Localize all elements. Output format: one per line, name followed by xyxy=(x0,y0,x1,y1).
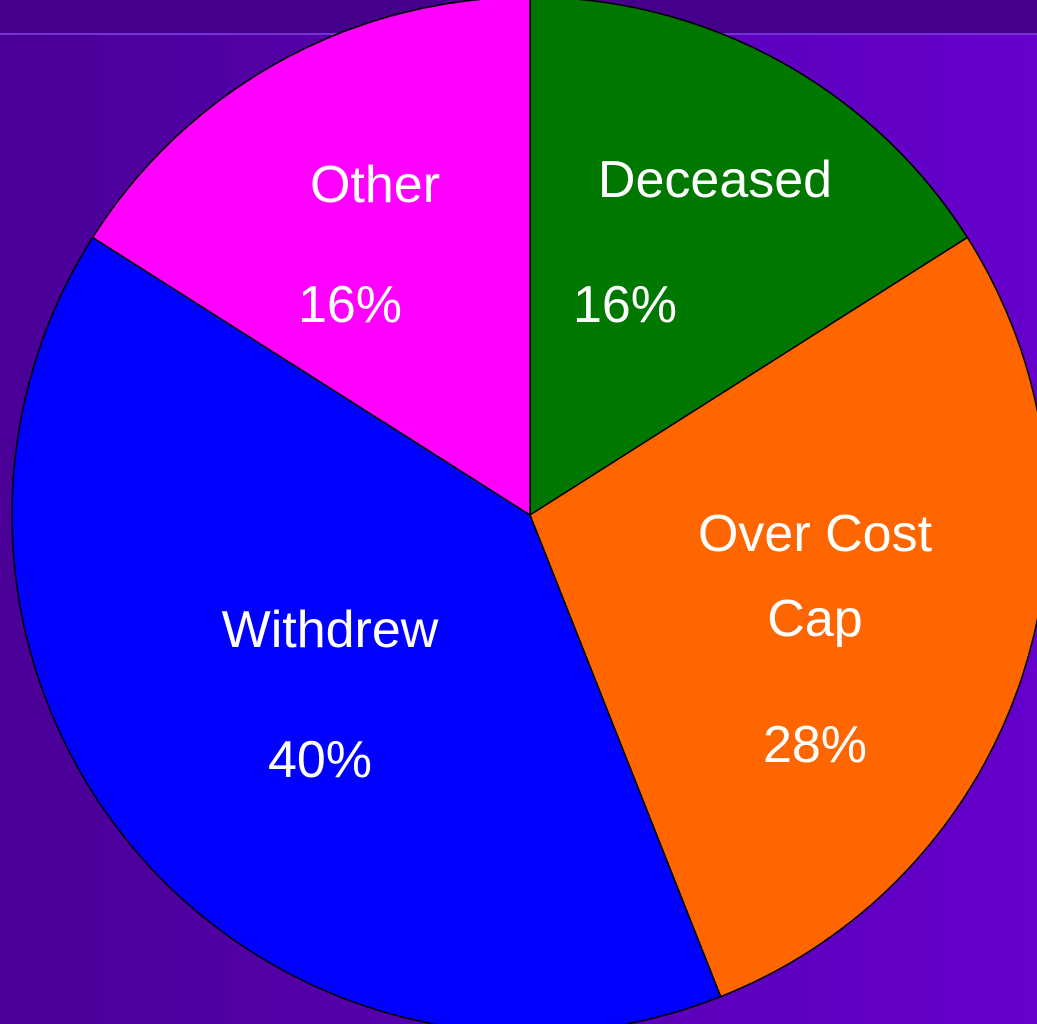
slice-label: Deceased xyxy=(597,151,833,209)
pie-slice xyxy=(11,236,722,1024)
pie-slice xyxy=(529,0,969,517)
slice-label: Withdrew xyxy=(221,601,439,659)
slice-value-label: 16% xyxy=(572,276,678,334)
slice-value-label: 16% xyxy=(297,276,403,334)
pie-slice xyxy=(91,0,531,517)
slice-value-label: 40% xyxy=(267,731,373,789)
slice-label: Other xyxy=(309,156,441,214)
slice-label: Over Cost Cap xyxy=(697,505,933,648)
pie-slice xyxy=(529,236,1037,998)
slice-value-label: 28% xyxy=(762,716,868,774)
